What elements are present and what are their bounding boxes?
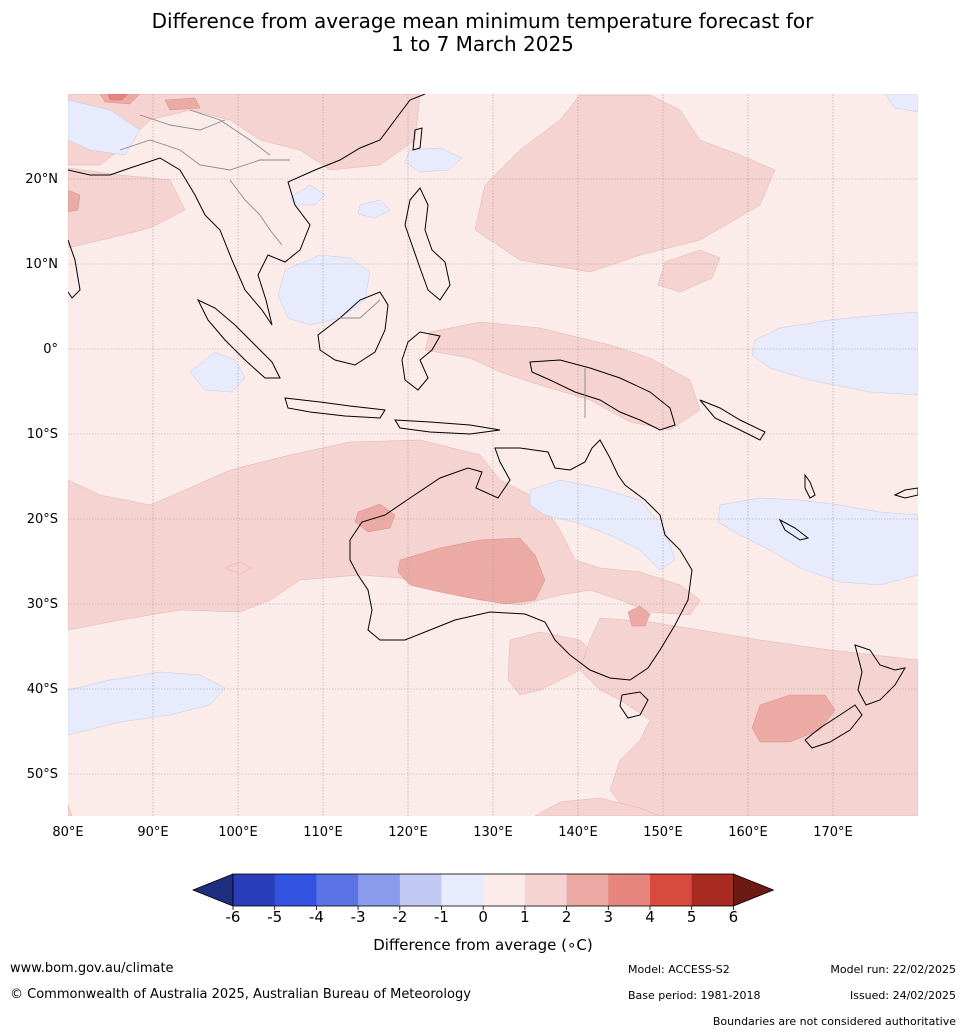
colorbar-tick-label: 0 — [478, 908, 488, 926]
lon-label: 130°E — [473, 825, 513, 840]
lon-label: 120°E — [388, 825, 428, 840]
colorbar-swatch — [274, 874, 317, 906]
coastlines — [68, 94, 918, 749]
copyright-text: © Commonwealth of Australia 2025, Austra… — [10, 987, 471, 1002]
lat-label: 20°N — [25, 172, 58, 187]
colorbar-swatch — [650, 874, 692, 906]
map-title: Difference from average mean minimum tem… — [0, 10, 965, 56]
lon-label: 140°E — [558, 825, 598, 840]
colorbar-arrow-high — [733, 873, 775, 907]
colorbar-tick-label: 4 — [645, 908, 655, 926]
colorbar-tick-label: 1 — [520, 908, 530, 926]
colorbar-tick-label: 5 — [687, 908, 697, 926]
lon-label: 110°E — [303, 825, 343, 840]
colorbar-tick-label: -6 — [226, 908, 241, 926]
lat-label: 10°N — [25, 257, 58, 272]
colorbar-tick-label: 6 — [729, 908, 739, 926]
latitude-labels: 20°N 10°N 0° 10°S 20°S 30°S 40°S 50°S — [25, 172, 58, 782]
lat-label: 50°S — [27, 767, 58, 782]
lat-label: 20°S — [27, 512, 58, 527]
taiwan-coastline — [412, 127, 423, 151]
lat-label: 0° — [43, 342, 58, 357]
model-text: Model: ACCESS-S2 — [628, 963, 730, 976]
colorbar: -6 -5 -4 -3 -2 -1 0 1 2 3 4 5 6 — [191, 873, 775, 926]
country-borders — [119, 109, 586, 418]
anomaly-neg1-to-0-regions — [68, 94, 918, 736]
lat-label: 30°S — [27, 597, 58, 612]
colorbar-tick-label: -3 — [351, 908, 366, 926]
new-guinea-coastline — [529, 359, 676, 431]
issued-text: Issued: 24/02/2025 — [849, 989, 956, 1002]
new-caledonia-coastline — [778, 518, 810, 541]
disclaimer-text: Boundaries are not considered authoritat… — [712, 1015, 956, 1028]
base-period-text: Base period: 1981-2018 — [628, 989, 761, 1002]
colorbar-label: Difference from average (∘C) — [373, 936, 593, 954]
lon-label: 90°E — [137, 825, 168, 840]
colorbar-tick-label: 2 — [562, 908, 572, 926]
new-zealand-coastline — [854, 644, 906, 706]
sulawesi-coastline — [401, 331, 441, 391]
colorbar-tick-label: -2 — [392, 908, 407, 926]
asia-mainland-coastline — [68, 94, 426, 326]
solomon-islands-coastline — [699, 399, 766, 441]
colorbar-swatch — [441, 874, 484, 906]
colorbar-swatch — [233, 874, 275, 906]
lon-label: 80°E — [52, 825, 83, 840]
colorbar-swatch — [566, 874, 609, 906]
anomaly-3-to-4-regions — [107, 94, 129, 101]
fiji-coastline — [893, 487, 918, 499]
website-link[interactable]: www.bom.gov.au/climate — [10, 961, 174, 976]
colorbar-swatch — [399, 874, 442, 906]
title-line-1: Difference from average mean minimum tem… — [151, 9, 814, 33]
sumatra-coastline — [196, 298, 281, 379]
colorbar-swatch — [358, 874, 401, 906]
colorbar-tick-label: -4 — [309, 908, 324, 926]
graticule — [68, 94, 918, 816]
java-coastline — [284, 397, 386, 419]
lat-label: 10°S — [27, 427, 58, 442]
lat-label: 40°S — [27, 682, 58, 697]
model-run-text: Model run: 22/02/2025 — [830, 963, 956, 976]
title-line-2: 1 to 7 March 2025 — [391, 32, 574, 56]
india-coastline — [68, 239, 81, 299]
lon-label: 100°E — [218, 825, 258, 840]
colorbar-tick-label: -1 — [434, 908, 449, 926]
colorbar-tick-label: -5 — [267, 908, 282, 926]
colorbar-swatch — [691, 874, 734, 906]
lesser-sunda-coastline — [394, 419, 501, 435]
borneo-coastline — [317, 291, 389, 366]
colorbar-tick-label: 3 — [604, 908, 614, 926]
longitude-labels: 80°E 90°E 100°E 110°E 120°E 130°E 140°E … — [52, 825, 852, 840]
australia-coastline — [349, 439, 693, 681]
anomaly-1-to-2-regions — [68, 94, 918, 816]
tasmania-coastline — [619, 691, 649, 719]
vanuatu-coastline — [804, 473, 816, 499]
map-body — [68, 94, 918, 816]
colorbar-swatch — [316, 874, 359, 906]
lon-label: 150°E — [643, 825, 683, 840]
colorbar-swatch — [524, 874, 567, 906]
new-zealand-south-coastline — [804, 704, 863, 749]
lon-label: 170°E — [813, 825, 853, 840]
lon-label: 160°E — [728, 825, 768, 840]
philippines-coastline — [404, 187, 451, 301]
colorbar-arrow-low — [191, 873, 234, 907]
colorbar-swatch — [608, 874, 651, 906]
colorbar-swatch — [483, 874, 526, 906]
